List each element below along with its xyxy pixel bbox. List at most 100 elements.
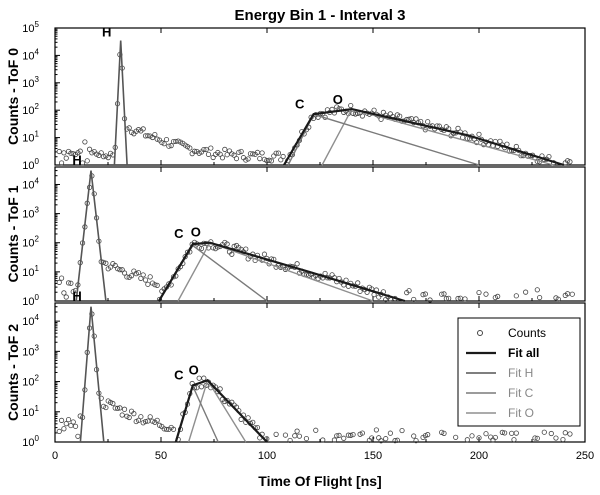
count-point — [70, 419, 76, 425]
count-point — [397, 113, 403, 119]
count-point — [105, 155, 111, 161]
y-axis-label: Counts - ToF 1 — [5, 185, 21, 282]
count-point — [61, 150, 67, 156]
count-point — [439, 429, 445, 435]
x-tick-label: 50 — [155, 450, 167, 462]
legend-entry: Counts — [508, 326, 546, 340]
count-point — [413, 116, 419, 122]
count-point — [483, 291, 489, 297]
count-point — [63, 294, 69, 300]
count-point — [147, 414, 153, 420]
y-tick-label: 104 — [22, 47, 39, 62]
count-point — [511, 437, 517, 443]
count-point — [329, 272, 335, 278]
y-tick-exponent: 0 — [35, 434, 40, 443]
count-point — [443, 296, 449, 302]
count-point — [534, 435, 540, 441]
count-point — [205, 151, 212, 157]
count-point — [523, 289, 529, 295]
count-point — [152, 131, 158, 138]
y-tick-exponent: 1 — [35, 264, 40, 273]
y-tick-label: 103 — [22, 75, 39, 90]
count-point — [208, 145, 214, 151]
count-point — [65, 416, 72, 423]
count-point — [63, 421, 69, 427]
count-point — [229, 251, 235, 257]
x-tick-label: 0 — [52, 450, 58, 462]
legend-entry: Fit all — [508, 346, 539, 360]
x-tick-label: 150 — [364, 450, 382, 462]
counts-series — [56, 173, 575, 303]
y-tick-exponent: 2 — [35, 235, 40, 244]
peak-label-c: C — [295, 96, 305, 111]
y-tick-label: 104 — [22, 313, 39, 328]
count-point — [287, 437, 293, 444]
count-point — [56, 279, 62, 285]
count-point — [128, 273, 135, 279]
count-point — [560, 436, 566, 443]
fit-o-line — [321, 108, 554, 166]
y-tick-exponent: 1 — [35, 130, 40, 139]
y-tick-label: 103 — [22, 343, 39, 358]
count-point — [296, 433, 303, 439]
count-point — [537, 294, 543, 301]
count-point — [61, 290, 67, 296]
count-point — [488, 434, 494, 440]
count-point — [383, 436, 389, 442]
count-point — [245, 156, 251, 162]
count-point — [82, 139, 88, 145]
fit-h-line — [79, 306, 105, 443]
count-point — [98, 150, 104, 156]
fit-h-line — [75, 170, 107, 302]
count-point — [513, 143, 519, 150]
count-point — [250, 419, 256, 425]
count-point — [562, 430, 568, 436]
count-point — [334, 433, 340, 439]
count-point — [499, 429, 505, 435]
count-point — [194, 385, 200, 391]
count-point — [259, 150, 265, 156]
count-point — [406, 288, 412, 294]
count-point — [292, 433, 298, 439]
count-point — [320, 437, 326, 443]
count-point — [569, 291, 575, 297]
count-point — [124, 274, 130, 280]
legend: Counts Fit all Fit H Fit C Fit O — [457, 317, 581, 427]
count-point — [138, 414, 144, 420]
count-point — [399, 427, 405, 434]
count-point — [198, 384, 205, 390]
count-point — [280, 153, 286, 160]
count-point — [110, 400, 116, 407]
y-tick-exponent: 5 — [35, 20, 40, 29]
count-point — [271, 153, 277, 159]
count-point — [163, 136, 170, 143]
count-point — [441, 291, 447, 297]
count-point — [509, 430, 515, 436]
count-point — [411, 433, 417, 439]
count-point — [350, 431, 356, 438]
count-point — [376, 435, 382, 441]
y-tick-label: 102 — [22, 235, 39, 250]
count-point — [439, 291, 445, 297]
peak-label-o: O — [191, 225, 201, 240]
count-point — [541, 429, 547, 435]
count-point — [238, 416, 244, 422]
count-point — [131, 411, 137, 417]
count-point — [455, 295, 461, 302]
count-point — [140, 272, 146, 278]
count-point — [187, 145, 193, 151]
y-tick-label: 101 — [22, 404, 39, 419]
count-point — [168, 143, 174, 149]
count-point — [534, 287, 540, 293]
count-point — [257, 156, 263, 162]
count-point — [114, 405, 121, 411]
count-point — [217, 386, 223, 392]
count-point — [348, 432, 354, 438]
count-point — [70, 151, 76, 157]
count-point — [565, 158, 571, 164]
count-point — [133, 271, 139, 277]
count-point — [476, 131, 482, 137]
peak-label-h: H — [102, 24, 111, 39]
count-point — [119, 412, 125, 418]
